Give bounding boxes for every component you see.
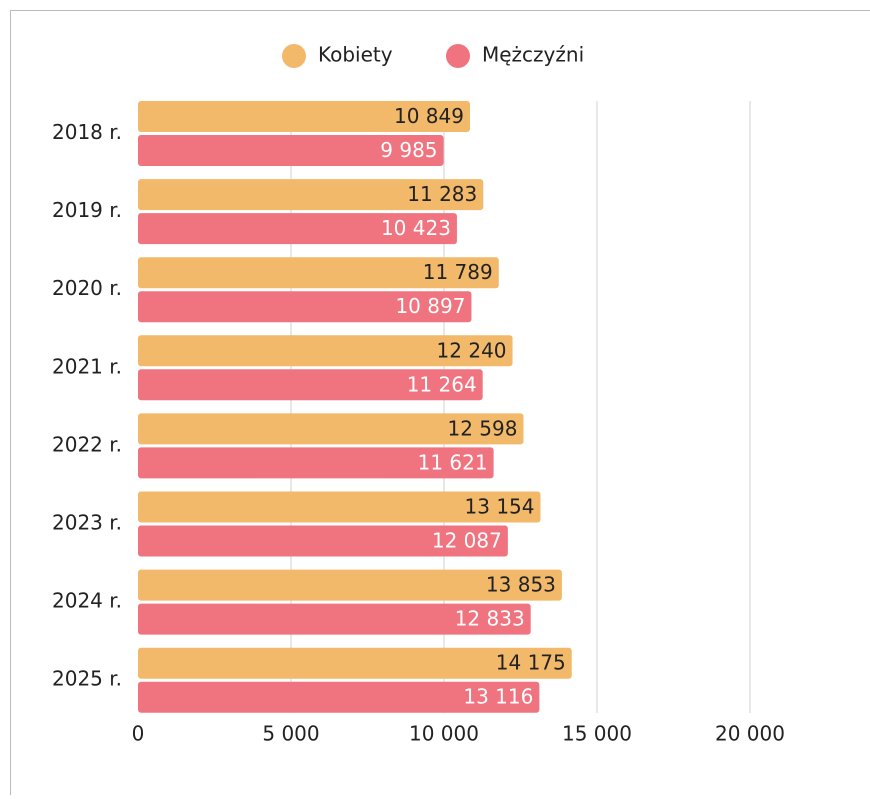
y-tick-label: 2024 r.: [52, 589, 122, 613]
x-tick-label: 20 000: [715, 722, 785, 746]
y-tick-label: 2022 r.: [52, 432, 122, 456]
bar: [138, 413, 524, 445]
y-tick-label: 2021 r.: [52, 354, 122, 378]
y-tick-label: 2018 r.: [52, 120, 122, 144]
value-label: 12 598: [448, 416, 518, 440]
x-tick-label: 10 000: [409, 722, 479, 746]
legend-swatch: [446, 44, 470, 68]
value-label: 13 154: [465, 495, 535, 519]
value-label: 12 087: [432, 529, 502, 553]
value-label: 11 283: [407, 182, 477, 206]
legend-label: Kobiety: [318, 43, 393, 67]
bar: [138, 491, 541, 523]
value-label: 10 897: [395, 294, 465, 318]
legend-label: Mężczyźni: [482, 43, 584, 67]
bar: [138, 213, 457, 245]
x-tick-label: 0: [132, 722, 145, 746]
value-label: 14 175: [496, 651, 566, 675]
bar: [138, 569, 562, 601]
x-tick-label: 5 000: [262, 722, 319, 746]
value-label: 9 985: [380, 138, 437, 162]
bar: [138, 647, 572, 679]
bar: [138, 257, 499, 289]
value-label: 12 833: [455, 607, 525, 631]
bar: [138, 335, 513, 367]
bar: [138, 179, 484, 211]
value-label: 13 116: [463, 685, 533, 709]
bar: [138, 525, 508, 557]
legend-swatch: [282, 44, 306, 68]
value-label: 11 264: [407, 372, 477, 396]
value-label: 10 849: [394, 104, 464, 128]
y-tick-label: 2023 r.: [52, 511, 122, 535]
bar: [138, 291, 472, 323]
x-tick-label: 15 000: [562, 722, 632, 746]
value-label: 11 789: [423, 260, 493, 284]
bar: [138, 369, 483, 401]
value-label: 10 423: [381, 216, 451, 240]
y-tick-label: 2020 r.: [52, 276, 122, 300]
value-label: 11 621: [418, 450, 488, 474]
bar: [138, 603, 531, 635]
y-tick-label: 2025 r.: [52, 667, 122, 691]
bar: [138, 135, 444, 166]
value-label: 12 240: [437, 338, 507, 362]
bar: [138, 447, 494, 479]
y-tick-label: 2019 r.: [52, 198, 122, 222]
bar: [138, 101, 470, 132]
bar: [138, 681, 540, 713]
value-label: 13 853: [486, 573, 556, 597]
